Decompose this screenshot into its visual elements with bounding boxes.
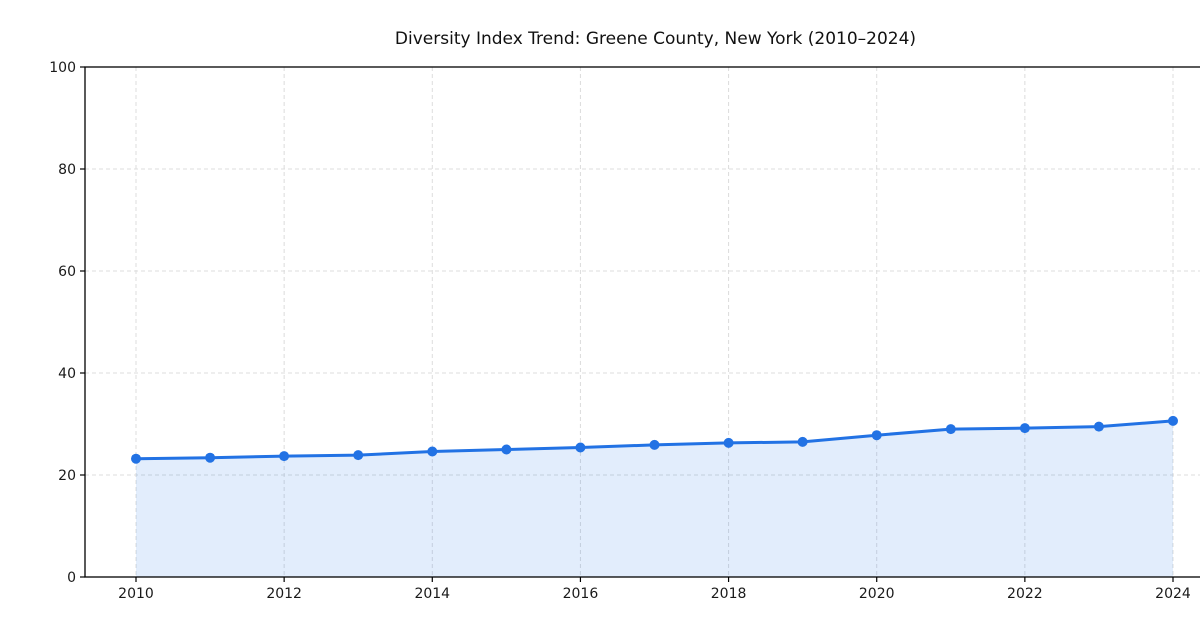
data-point [649,439,660,450]
y-tick-label: 60 [58,264,76,280]
x-tick-label: 2022 [1007,586,1043,602]
x-tick-label: 2018 [711,586,747,602]
data-point [353,450,364,461]
area-fill [136,420,1173,577]
data-point [279,451,290,462]
x-tick-label: 2014 [414,586,450,602]
y-tick-label: 100 [49,60,76,76]
x-tick-label: 2012 [266,586,302,602]
y-tick-label: 80 [58,162,76,178]
x-tick-label: 2016 [563,586,599,602]
data-point [1093,421,1104,432]
data-point [427,446,438,457]
data-point [1168,415,1178,426]
chart-title: Diversity Index Trend: Greene County, Ne… [394,29,917,49]
chart-figure: Diversity Index Trend: Greene County, Ne… [40,16,1200,616]
data-point [205,452,216,463]
data-point [1019,423,1030,434]
data-point [871,430,882,441]
data-point [945,424,956,435]
data-point [575,442,586,453]
data-point [723,437,734,448]
plot-border [84,66,1200,578]
data-point [501,444,512,455]
y-tick-label: 40 [58,366,76,382]
x-tick-label: 2024 [1155,586,1191,602]
chart-canvas: 2010 2012 2014 2016 2018 2020 2022 2024 0 20 40 60 8… [49,60,1200,602]
y-tick-label: 0 [67,570,76,586]
y-tick-label: 20 [58,468,76,484]
x-tick-label: 2020 [859,586,895,602]
data-point [797,436,808,447]
x-tick-label: 2010 [118,586,154,602]
data-point [131,453,141,464]
